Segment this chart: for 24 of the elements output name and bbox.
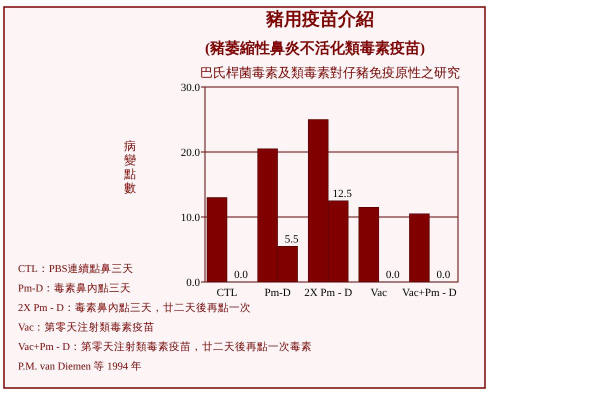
x-tick-label: 2X Pm - D [304, 287, 352, 299]
text: CTL：PBS連續點鼻三天 [18, 262, 134, 275]
text: P.M. van Diemen 等 1994 年 [18, 360, 142, 372]
data-label: 0.0 [234, 269, 248, 281]
x-tick-label: Vac [370, 287, 388, 299]
text: Vac+Pm - D：第零天注射類毒素疫苗，廿二天後再點一次毒素 [18, 340, 312, 353]
text: Vac：第零天注射類毒素疫苗 [18, 320, 155, 334]
y-tick-label: 0.0 [186, 277, 200, 289]
text: 巴氏桿菌毒素及類毒素對仔豬免疫原性之研究 [200, 65, 460, 80]
x-tick-label: Vac+Pm - D [402, 287, 457, 299]
y-tick-label: 20.0 [180, 147, 200, 159]
chart-subtitle: (豬萎縮性鼻炎不活化類毒素疫苗) [205, 40, 425, 57]
x-tick-label: CTL [216, 287, 238, 299]
data-label: 5.5 [284, 233, 299, 246]
data-label: 12.5 [332, 188, 352, 200]
text: 2X Pm - D：毒素鼻內點三天，廿二天後再點一次 [18, 301, 251, 314]
y-tick-label: 30.0 [180, 82, 200, 94]
data-label: 0.0 [386, 269, 400, 281]
chart-title: 豬用疫苗介紹 [265, 9, 374, 29]
text: Pm-D：毒素鼻內點三天 [18, 282, 132, 294]
y-axis-title: 病變點數 [123, 139, 136, 195]
x-tick-label: Pm-D [264, 287, 291, 299]
data-label: 0.0 [436, 269, 451, 281]
y-tick-label: 10.0 [180, 212, 200, 224]
